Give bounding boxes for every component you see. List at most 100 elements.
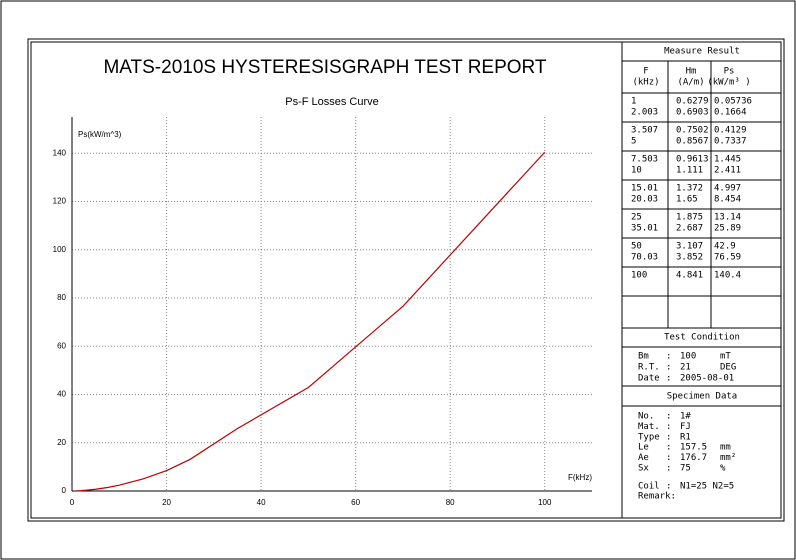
f-cell: 3.507	[631, 126, 658, 136]
info-cell: DEG	[720, 363, 736, 373]
x-tick-label: 0	[70, 498, 75, 507]
y-axis-label: Ps(kW/m^3)	[78, 130, 122, 139]
info-cell: Le	[638, 443, 649, 453]
info-cell: 100	[680, 352, 696, 362]
ps-cell: 76.59	[714, 253, 741, 263]
column-header: (A/m)	[677, 78, 704, 88]
hm-cell: 0.8567	[676, 137, 709, 147]
info-cell: No.	[638, 412, 654, 422]
panel-lines	[621, 42, 781, 518]
hm-cell: 2.687	[676, 224, 703, 234]
info-cell: %	[720, 464, 726, 474]
info-cell: mm	[720, 443, 731, 453]
ps-cell: 2.411	[714, 166, 741, 176]
y-tick-label: 60	[57, 341, 66, 350]
f-cell: 15.01	[631, 184, 658, 194]
info-cell: mT	[720, 352, 731, 362]
coil-cell: :	[666, 482, 671, 492]
x-tick-label: 20	[162, 498, 171, 507]
info-cell: Mat.	[638, 422, 660, 432]
f-cell: 35.01	[631, 224, 658, 234]
x-tick-label: 100	[538, 498, 552, 507]
hm-cell: 1.65	[676, 195, 698, 205]
hm-cell: 4.841	[676, 271, 703, 281]
ps-cell: 1.445	[714, 155, 741, 165]
info-cell: :	[666, 453, 671, 463]
info-cell: mm²	[720, 453, 736, 463]
x-tick-label: 60	[351, 498, 360, 507]
x-tick-label: 80	[446, 498, 455, 507]
coil-cell: Coil	[638, 482, 660, 492]
y-tick-label: 100	[53, 245, 67, 254]
info-cell: :	[666, 412, 671, 422]
remark: Remark:	[638, 492, 676, 502]
column-header: (kW/m³ )	[707, 78, 750, 88]
f-cell: 5	[631, 137, 636, 147]
f-cell: 25	[631, 213, 642, 223]
info-cell: R.T.	[638, 363, 660, 373]
inner-frame	[30, 41, 782, 519]
f-cell: 100	[631, 271, 647, 281]
f-cell: 70.03	[631, 253, 658, 263]
condition-title: Test Condition	[664, 333, 740, 343]
info-cell: Sx	[638, 464, 649, 474]
info-cell: Date	[638, 374, 660, 384]
y-tick-label: 0	[62, 486, 67, 495]
f-cell: 50	[631, 242, 642, 252]
y-tick-label: 80	[57, 293, 66, 302]
chart-title: Ps-F Losses Curve	[285, 96, 379, 108]
info-cell: 2005-08-01	[680, 374, 734, 384]
ps-cell: 4.997	[714, 184, 741, 194]
ps-cell: 140.4	[714, 271, 741, 281]
x-axis-label: F(kHz)	[568, 473, 592, 482]
info-cell: :	[666, 432, 671, 442]
info-cell: :	[666, 374, 671, 384]
ps-cell: 42.9	[714, 242, 736, 252]
hm-cell: 0.6279	[676, 97, 709, 107]
y-tick-label: 40	[57, 390, 66, 399]
hm-cell: 0.7502	[676, 126, 709, 136]
info-cell: FJ	[680, 422, 691, 432]
hm-cell: 1.111	[676, 166, 703, 176]
info-cell: :	[666, 464, 671, 474]
ps-cell: 0.4129	[714, 126, 747, 136]
y-tick-label: 140	[53, 148, 67, 157]
column-header: F	[643, 67, 648, 77]
info-cell: Type	[638, 432, 660, 442]
hm-cell: 1.875	[676, 213, 703, 223]
info-cell: 157.5	[680, 443, 707, 453]
f-cell: 1	[631, 97, 636, 107]
f-cell: 10	[631, 166, 642, 176]
ps-cell: 25.89	[714, 224, 741, 234]
info-cell: :	[666, 422, 671, 432]
ps-cell: 0.05736	[714, 97, 752, 107]
coil-cell: N1=25 N2=5	[680, 482, 734, 492]
info-cell: :	[666, 443, 671, 453]
specimen-title: Specimen Data	[667, 392, 737, 402]
f-cell: 7.503	[631, 155, 658, 165]
column-header: (kHz)	[632, 78, 659, 88]
hm-cell: 3.852	[676, 253, 703, 263]
f-cell: 2.003	[631, 108, 658, 118]
y-tick-label: 120	[53, 197, 67, 206]
column-header: Hm	[686, 67, 697, 77]
info-cell: Ae	[638, 453, 649, 463]
info-cell: R1	[680, 432, 691, 442]
hm-cell: 3.107	[676, 242, 703, 252]
measure-title: Measure Result	[664, 47, 740, 57]
ps-cell: 0.7337	[714, 137, 747, 147]
ps-cell: 13.14	[714, 213, 741, 223]
hm-cell: 0.6903	[676, 108, 709, 118]
hm-cell: 1.372	[676, 184, 703, 194]
info-cell: 1#	[680, 412, 691, 422]
hm-cell: 0.9613	[676, 155, 709, 165]
outer-frame	[27, 38, 785, 522]
ps-cell: 8.454	[714, 195, 741, 205]
report-title: MATS-2010S HYSTERESISGRAPH TEST REPORT	[103, 57, 546, 78]
info-cell: 75	[680, 464, 691, 474]
info-cell: 21	[680, 363, 691, 373]
column-header: Ps	[724, 67, 735, 77]
data-line	[76, 151, 546, 492]
info-cell: Bm	[638, 352, 649, 362]
